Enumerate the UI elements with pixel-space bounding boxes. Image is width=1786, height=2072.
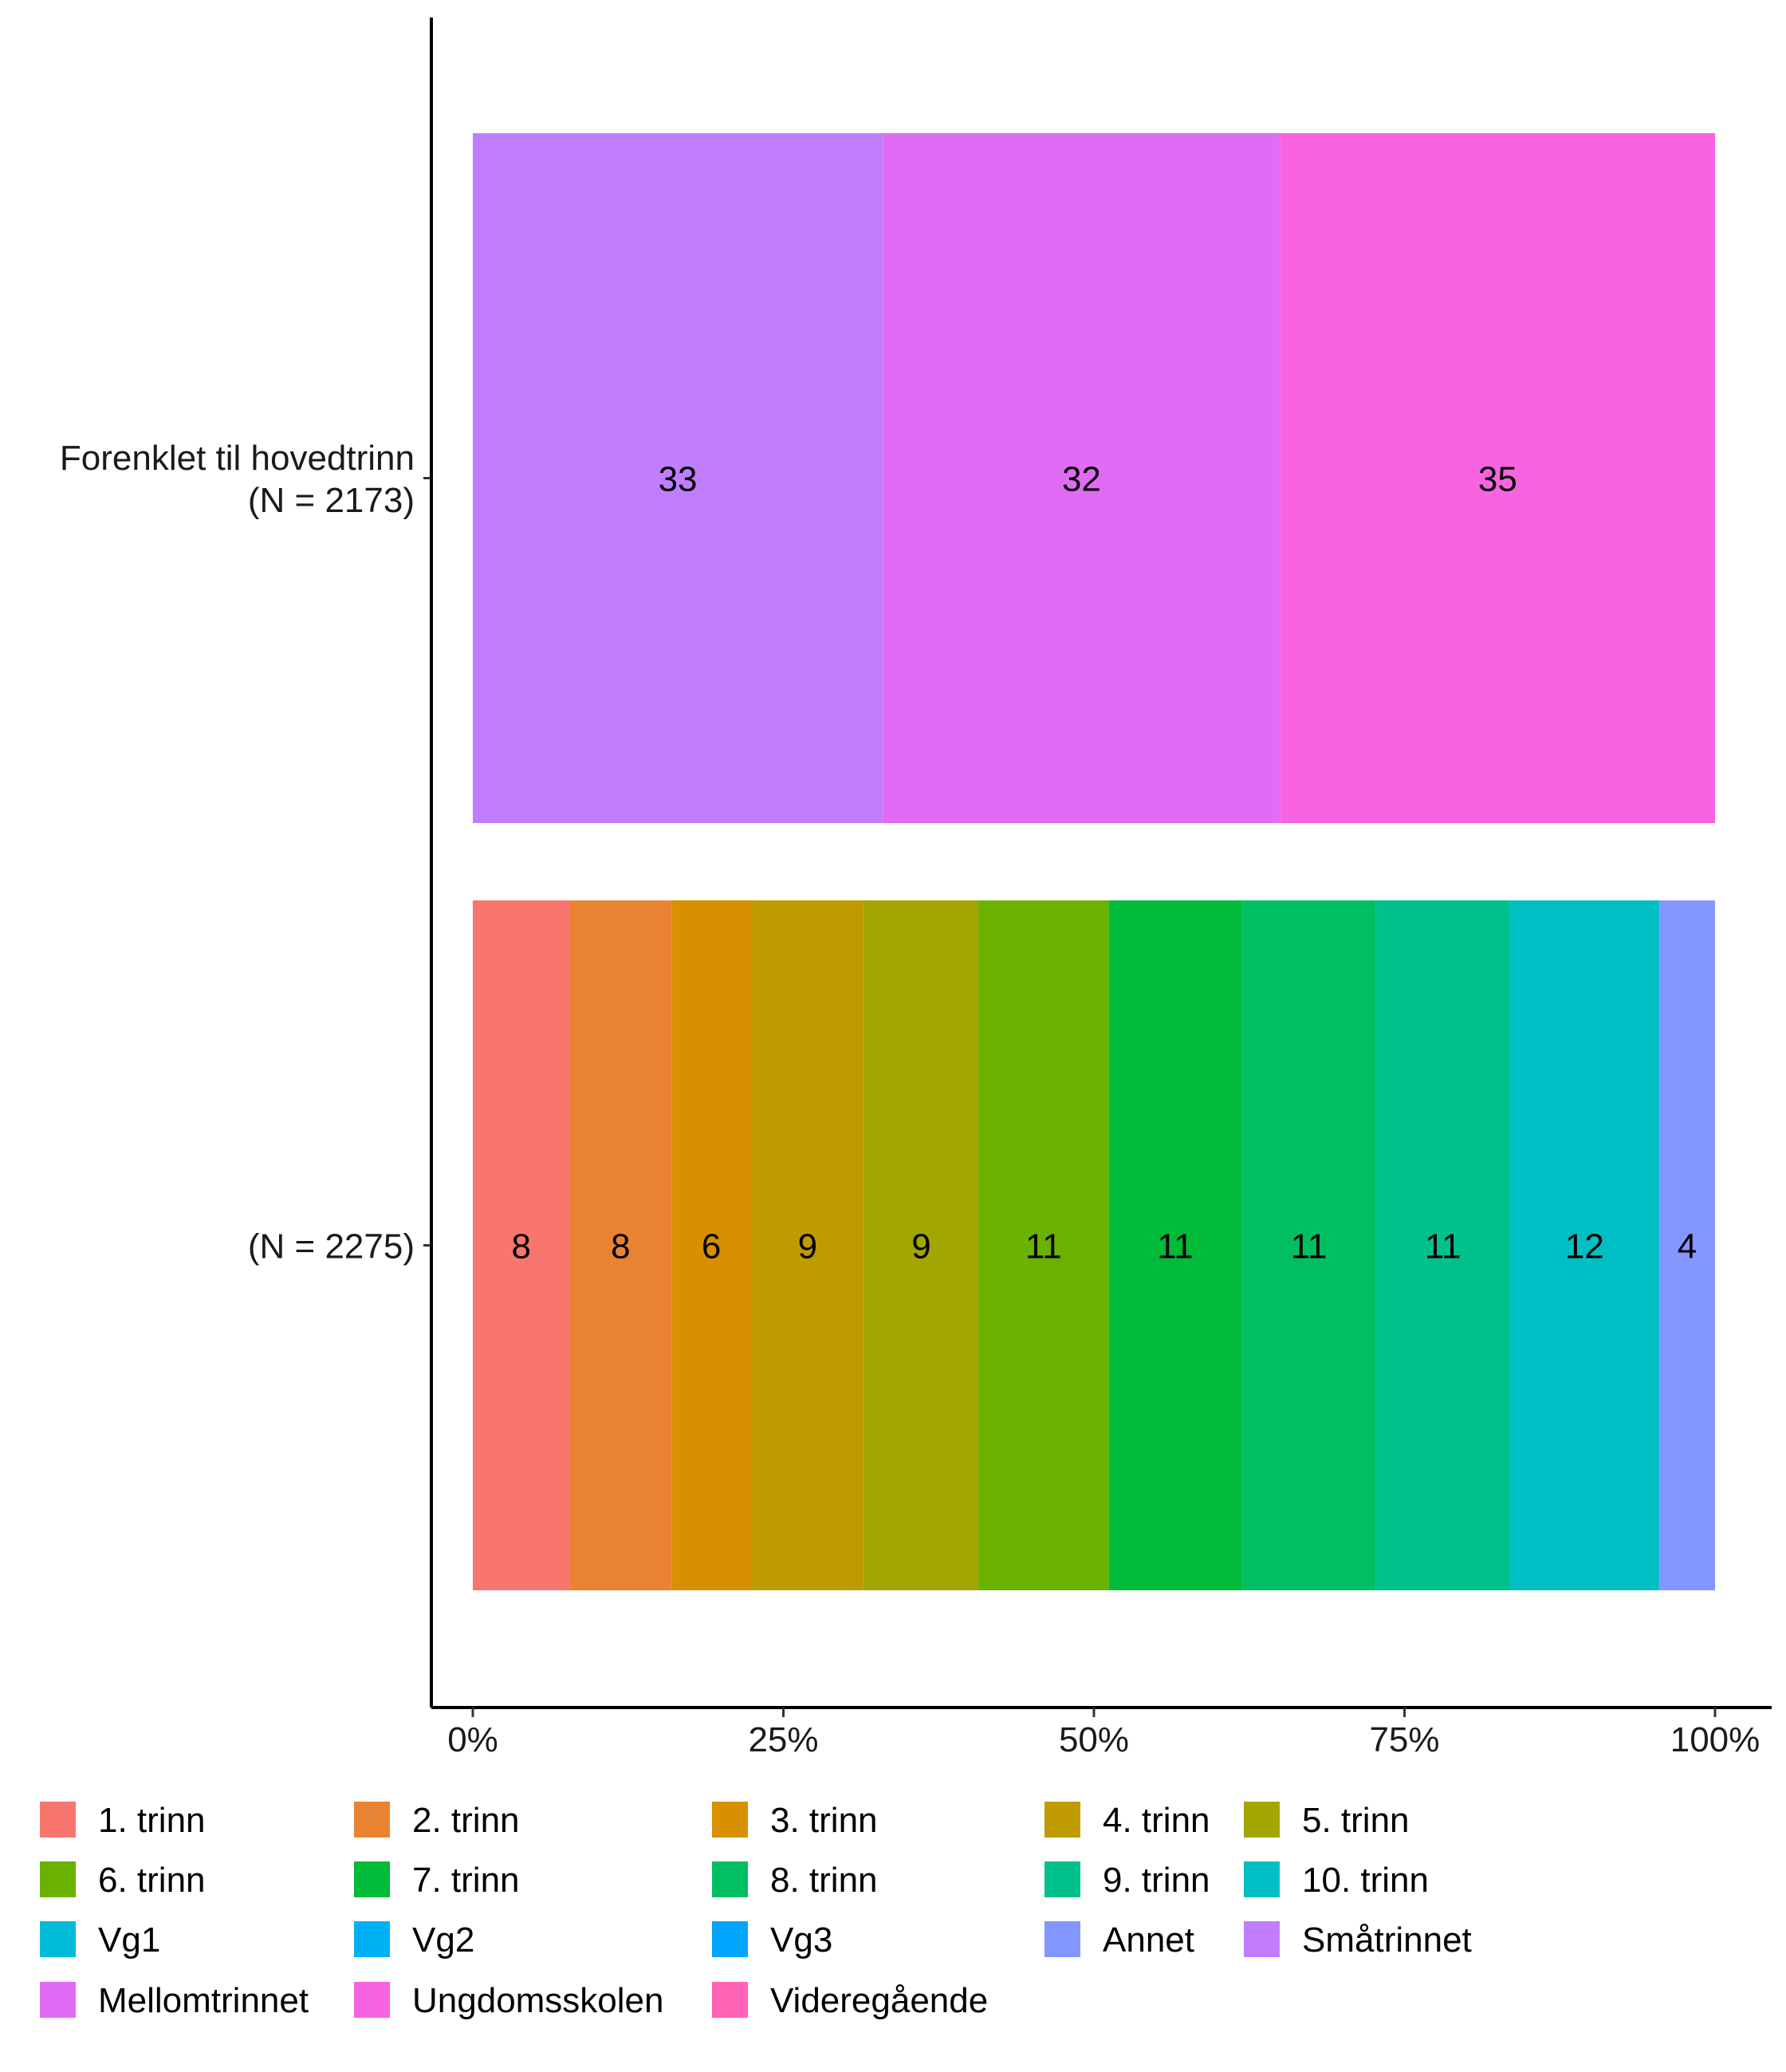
bar-labels-layer: 33 32 35 8 8 6 9 9 11 11 11 11 12 4 <box>512 460 1697 1266</box>
legend-swatch <box>1244 1802 1280 1838</box>
bar-value-label: 9 <box>798 1227 817 1266</box>
legend-item-5-trinn: 5. trinn <box>1244 1801 1410 1840</box>
bar-value-label: 6 <box>702 1227 721 1266</box>
legend-label: Annet <box>1103 1920 1194 1960</box>
legend-label: 1. trinn <box>98 1801 206 1840</box>
legend-item-vg2: Vg2 <box>354 1920 474 1960</box>
bar-segment-1-trinn <box>473 900 570 1590</box>
legend-swatch <box>354 1802 390 1838</box>
legend-swatch <box>712 1982 748 2018</box>
legend-item-mellomtrinnet: Mellomtrinnet <box>40 1981 309 2020</box>
bar-segment-mellomtrinnet <box>883 133 1280 823</box>
legend-label: Vg3 <box>770 1920 832 1960</box>
legend-label: Videregående <box>770 1981 988 2020</box>
legend-swatch <box>40 1802 76 1838</box>
legend-label: 7. trinn <box>412 1861 520 1900</box>
legend-label: 9. trinn <box>1103 1861 1210 1900</box>
bar-value-label: 33 <box>659 460 698 499</box>
legend-label: 4. trinn <box>1103 1801 1210 1840</box>
legend-label: Vg2 <box>412 1920 474 1960</box>
legend-item-annet: Annet <box>1044 1920 1194 1960</box>
x-tick-label: 50% <box>1059 1720 1129 1759</box>
legend-item-vg3: Vg3 <box>712 1920 832 1960</box>
bar-value-label: 4 <box>1678 1227 1697 1266</box>
legend-item-9-trinn: 9. trinn <box>1044 1861 1210 1900</box>
legend-item-10-trinn: 10. trinn <box>1244 1861 1429 1900</box>
legend-label: Småtrinnet <box>1302 1920 1472 1960</box>
bar-segment-2-trinn <box>569 900 672 1590</box>
legend-swatch <box>354 1861 390 1897</box>
legend-item-8-trinn: 8. trinn <box>712 1861 878 1900</box>
legend-swatch <box>1044 1802 1080 1838</box>
bar-value-label: 11 <box>1425 1227 1461 1266</box>
legend-item-2-trinn: 2. trinn <box>354 1801 520 1840</box>
legend-item-3-trinn: 3. trinn <box>712 1801 878 1840</box>
x-tick-label: 100% <box>1670 1720 1760 1759</box>
legend-swatch <box>712 1802 748 1838</box>
legend-label: 5. trinn <box>1302 1801 1410 1840</box>
bar-segment-småtrinnet <box>473 133 883 823</box>
bar-value-label: 12 <box>1565 1227 1604 1266</box>
legend-swatch <box>354 1921 390 1957</box>
legend-item-1-trinn: 1. trinn <box>40 1801 206 1840</box>
legend-label: 2. trinn <box>412 1801 520 1840</box>
legend-swatch <box>712 1921 748 1957</box>
legend-swatch <box>354 1982 390 2018</box>
bar-segment-7-trinn <box>1108 900 1242 1590</box>
legend-label: 8. trinn <box>770 1861 878 1900</box>
bar-value-label: 11 <box>1025 1227 1062 1266</box>
bar-segment-6-trinn <box>978 900 1109 1590</box>
bar-segment-8-trinn <box>1241 900 1376 1590</box>
legend-item-ungdomsskolen: Ungdomsskolen <box>354 1981 664 2020</box>
legend-label: Ungdomsskolen <box>412 1981 664 2020</box>
legend-swatch <box>1244 1861 1280 1897</box>
bar-segment-ungdomsskolen <box>1280 133 1715 823</box>
bar-value-label: 11 <box>1291 1227 1328 1266</box>
bar-segment-9-trinn <box>1375 900 1510 1590</box>
legend-swatch <box>40 1921 76 1957</box>
legend-item-småtrinnet: Småtrinnet <box>1244 1920 1472 1960</box>
legend-label: Mellomtrinnet <box>98 1981 309 2020</box>
legend-item-7-trinn: 7. trinn <box>354 1861 520 1900</box>
bar-segment-3-trinn <box>671 900 751 1590</box>
bar-segment-10-trinn <box>1509 900 1659 1590</box>
legend-swatch <box>40 1861 76 1897</box>
legend-label: 10. trinn <box>1302 1861 1429 1900</box>
bar-segment-annet <box>1658 900 1715 1590</box>
bars-layer <box>473 133 1715 1590</box>
x-tick-label: 25% <box>748 1720 818 1759</box>
legend-swatch <box>1044 1921 1080 1957</box>
legend-item-videregående: Videregående <box>712 1981 988 2020</box>
bar-value-label: 9 <box>911 1227 930 1266</box>
legend-swatch <box>1044 1861 1080 1897</box>
x-tick-label: 0% <box>447 1720 498 1759</box>
legend-swatch <box>1244 1921 1280 1957</box>
axes-layer: Forenklet til hovedtrinn (N = 2173) (N = 2… <box>60 18 1772 1759</box>
bar-value-label: 8 <box>512 1227 531 1266</box>
legend: 1. trinn 2. trinn 3. trinn 4. trinn 5. trinn… <box>40 1801 1472 2020</box>
bar-value-label: 32 <box>1062 460 1101 499</box>
y-tick-label: Forenklet til hovedtrinn (N = 2173) <box>60 439 415 520</box>
bar-value-label: 8 <box>611 1227 630 1266</box>
bar-segment-5-trinn <box>863 900 979 1590</box>
y-tick-label: (N = 2275) <box>248 1227 415 1266</box>
legend-item-6-trinn: 6. trinn <box>40 1861 206 1900</box>
legend-swatch <box>40 1982 76 2018</box>
legend-label: Vg1 <box>98 1920 160 1960</box>
bar-value-label: 35 <box>1478 460 1517 499</box>
legend-label: 3. trinn <box>770 1801 878 1840</box>
legend-swatch <box>712 1861 748 1897</box>
legend-label: 6. trinn <box>98 1861 206 1900</box>
bar-segment-4-trinn <box>750 900 864 1590</box>
bar-value-label: 11 <box>1157 1227 1194 1266</box>
x-tick-label: 75% <box>1369 1720 1439 1759</box>
legend-item-4-trinn: 4. trinn <box>1044 1801 1210 1840</box>
legend-item-vg1: Vg1 <box>40 1920 160 1960</box>
